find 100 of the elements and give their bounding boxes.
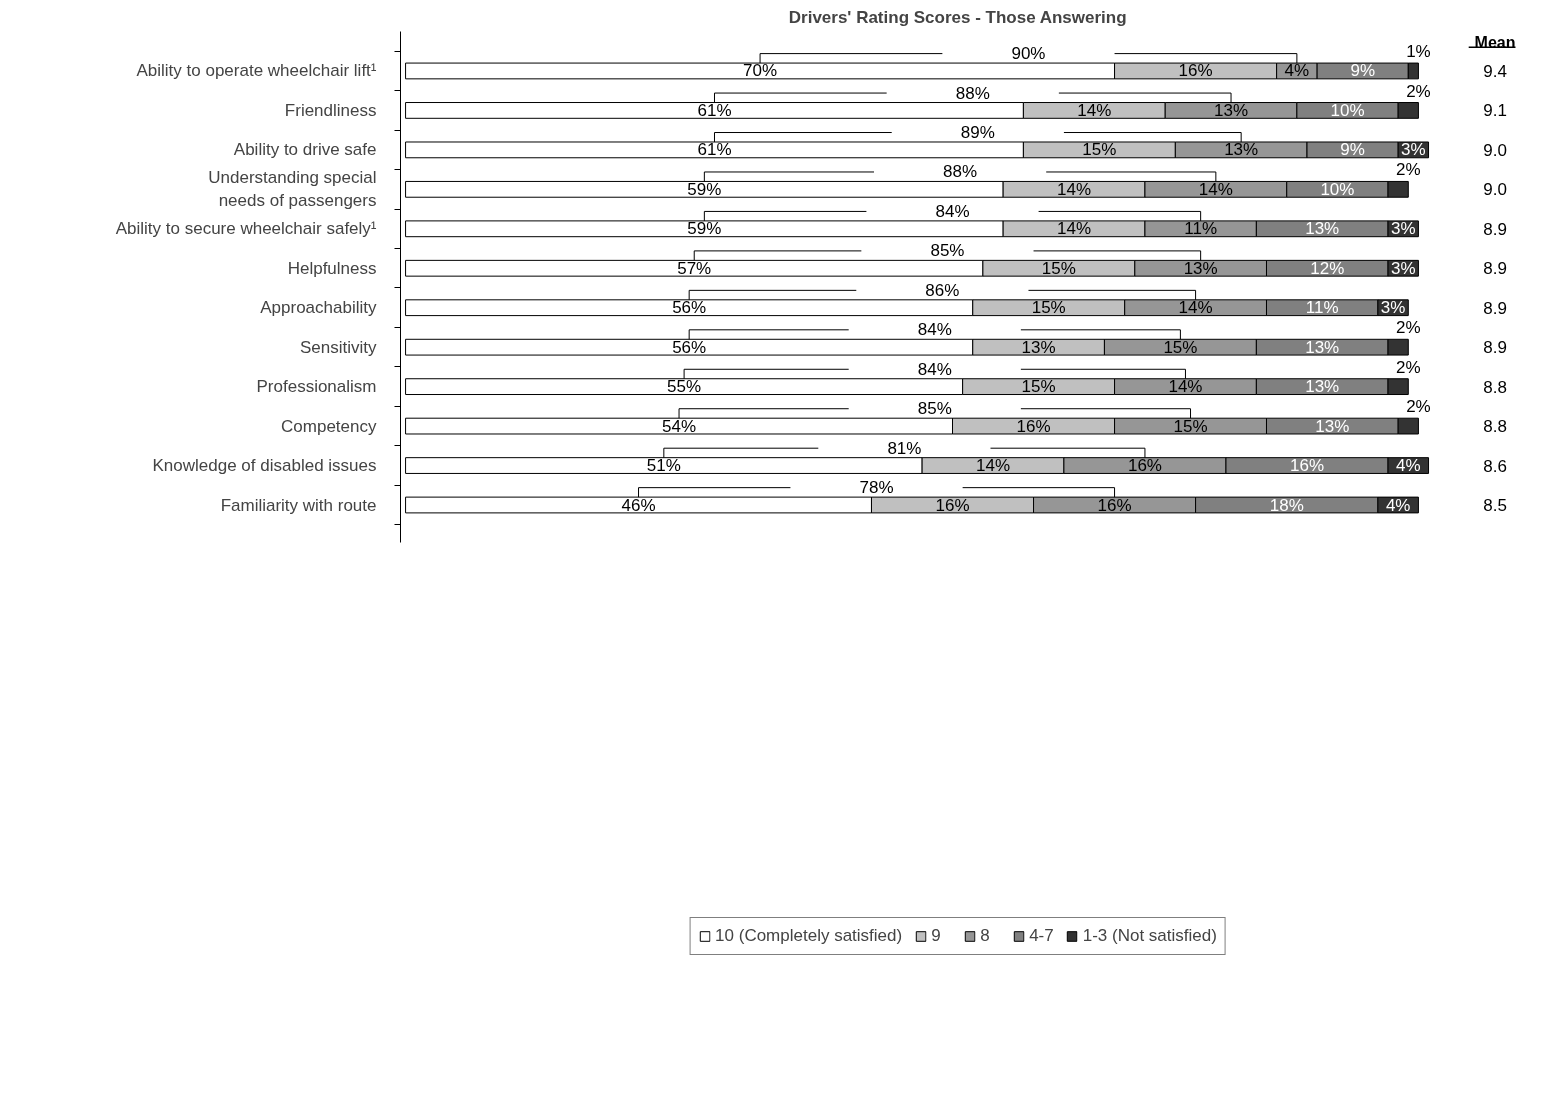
data-label: 2% <box>1396 357 1421 377</box>
data-label: 15% <box>1163 337 1198 357</box>
data-label: 13% <box>1183 258 1218 278</box>
y-tick-label: Professionalism <box>256 377 377 397</box>
data-label: 13% <box>1305 377 1340 397</box>
chart-title: Drivers' Rating Scores - Those Answering <box>788 7 1127 27</box>
data-label: 57% <box>677 258 712 278</box>
annotation: 78% <box>859 478 894 498</box>
text: 8.6 <box>1483 456 1507 476</box>
data-label: 4% <box>1396 456 1421 476</box>
data-label: 1% <box>1406 42 1431 62</box>
annotation: 85% <box>930 241 965 261</box>
data-label: 15% <box>1021 377 1056 397</box>
data-label: 13% <box>1305 219 1340 239</box>
y-tick-label: Ability to secure wheelchair safely¹ <box>115 219 377 239</box>
data-label: 59% <box>687 179 722 199</box>
data-label: 14% <box>1168 377 1203 397</box>
y-tick-label: Ability to drive safe <box>233 140 377 160</box>
data-label: 10% <box>1330 100 1365 120</box>
annotation: 81% <box>887 438 922 458</box>
y-tick-label: Competency <box>281 416 377 436</box>
text: 8.9 <box>1483 219 1507 239</box>
legend-label: 10 (Completely satisfied) <box>715 926 903 946</box>
data-label: 2% <box>1396 160 1421 180</box>
annotation: 84% <box>917 320 952 340</box>
data-label: 12% <box>1310 258 1345 278</box>
data-label: 70% <box>743 61 778 81</box>
data-label: 13% <box>1214 100 1249 120</box>
legend-label: 9 <box>931 926 942 946</box>
data-label: 13% <box>1224 140 1259 160</box>
data-label: 11% <box>1305 298 1339 318</box>
data-label: 10% <box>1320 179 1355 199</box>
annotation: 84% <box>935 201 970 221</box>
text: 8.5 <box>1483 496 1507 516</box>
data-label: 56% <box>672 337 707 357</box>
text: 8.9 <box>1483 259 1507 279</box>
data-label: 14% <box>1077 100 1112 120</box>
annotation: 85% <box>917 399 952 419</box>
data-label: 16% <box>1127 456 1162 476</box>
text: 9.1 <box>1483 101 1507 121</box>
data-label: 13% <box>1021 337 1056 357</box>
y-tick-label: Ability to operate wheelchair lift¹ <box>136 61 377 81</box>
data-label: 3% <box>1401 140 1426 160</box>
data-label: 2% <box>1406 397 1431 417</box>
data-label: 14% <box>1198 179 1233 199</box>
data-label: 14% <box>1057 219 1092 239</box>
data-label: 16% <box>1097 495 1132 515</box>
data-label: 3% <box>1390 258 1416 278</box>
data-label: 18% <box>1269 495 1304 515</box>
data-label: 16% <box>1289 456 1325 476</box>
y-tick-label: Understanding special needs of passengers <box>208 168 377 211</box>
y-tick-label: Approachability <box>260 298 377 318</box>
data-label: 14% <box>1057 179 1092 199</box>
y-tick-label: Sensitivity <box>299 337 377 357</box>
data-label: 4% <box>1385 495 1411 515</box>
data-label: 14% <box>976 456 1011 476</box>
data-label: 15% <box>1031 298 1066 318</box>
annotation: 88% <box>955 83 990 103</box>
data-label: 55% <box>667 377 702 397</box>
data-label: 2% <box>1396 318 1421 338</box>
legend-label: 8 <box>980 926 991 946</box>
annotation: 88% <box>943 162 978 182</box>
legend-label: 1-3 (Not satisfied) <box>1082 926 1217 946</box>
data-label: 2% <box>1406 81 1431 101</box>
text: 9.0 <box>1483 180 1507 200</box>
y-tick-label: Friendliness <box>284 100 377 120</box>
text: 8.9 <box>1483 338 1507 358</box>
data-label: 16% <box>1016 416 1051 436</box>
text: 9.0 <box>1483 140 1507 160</box>
y-tick-label: Helpfulness <box>287 258 377 278</box>
data-label: 51% <box>646 456 681 476</box>
annotation: 89% <box>960 123 995 143</box>
data-label: 54% <box>662 416 697 436</box>
data-label: 3% <box>1380 298 1406 318</box>
annotation: 86% <box>925 280 960 300</box>
data-label: 15% <box>1173 416 1208 436</box>
data-label: 9% <box>1350 61 1375 81</box>
y-tick-label: Familiarity with route <box>220 495 377 515</box>
data-label: 13% <box>1305 337 1340 357</box>
data-label: 11% <box>1184 219 1218 239</box>
y-tick-label: Knowledge of disabled issues <box>152 456 377 476</box>
data-label: 61% <box>697 100 732 120</box>
data-label: 56% <box>672 298 707 318</box>
data-label: 59% <box>687 219 722 239</box>
data-label: 4% <box>1284 61 1310 81</box>
data-label: 46% <box>621 495 656 515</box>
data-label: 9% <box>1340 140 1365 160</box>
annotation: 84% <box>917 359 952 379</box>
annotation: 90% <box>1011 44 1046 64</box>
data-label: 15% <box>1082 140 1117 160</box>
text: 9.4 <box>1483 61 1507 81</box>
data-label: 15% <box>1041 258 1076 278</box>
data-label: 14% <box>1178 298 1213 318</box>
data-label: 13% <box>1315 416 1350 436</box>
data-label: 16% <box>1178 61 1213 81</box>
text: 8.9 <box>1483 298 1507 318</box>
data-label: 16% <box>935 495 970 515</box>
text: 8.8 <box>1483 377 1507 397</box>
text: 8.8 <box>1483 417 1507 437</box>
data-label: 3% <box>1390 219 1416 239</box>
